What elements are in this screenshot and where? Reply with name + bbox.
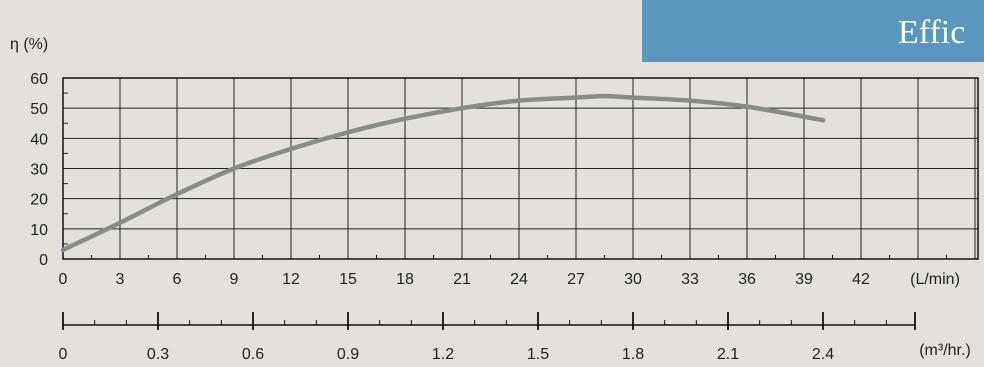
x-tick-label: 36	[738, 271, 756, 288]
efficiency-curve	[60, 93, 826, 253]
x2-tick-label: 1.8	[622, 346, 644, 363]
y-tick-label: 0	[39, 252, 48, 269]
x-tick-label: 15	[339, 271, 357, 288]
y-tick-label: 20	[30, 192, 48, 209]
x-tick-label: 0	[59, 271, 68, 288]
x2-tick-label: 0.3	[147, 346, 169, 363]
x2-axis-label: (m³/hr.)	[919, 342, 971, 359]
y-tick-label: 30	[30, 162, 48, 179]
x-tick-label: 18	[396, 271, 414, 288]
x2-tick-label: 2.1	[717, 346, 739, 363]
x-axis-label: (L/min)	[910, 271, 960, 288]
title-banner: Effic	[642, 0, 984, 62]
x2-tick-label: 0.9	[337, 346, 359, 363]
x-tick-label: 9	[230, 271, 239, 288]
x-tick-label: 12	[282, 271, 300, 288]
x-tick-label: 6	[173, 271, 182, 288]
x2-tick-label: 0.6	[242, 346, 264, 363]
y-axis-label: η (%)	[10, 36, 49, 53]
y-tick-label: 60	[30, 71, 48, 88]
x-tick-label: 30	[624, 271, 642, 288]
y-tick-label: 40	[30, 131, 48, 148]
y-tick-label: 50	[30, 101, 48, 118]
x2-tick-label: 0	[59, 346, 68, 363]
x-tick-label: 39	[795, 271, 813, 288]
x-tick-label: 27	[567, 271, 585, 288]
x2-tick-label: 2.4	[812, 346, 834, 363]
x-tick-label: 42	[852, 271, 870, 288]
x-tick-label: 3	[116, 271, 125, 288]
x2-tick-label: 1.2	[432, 346, 454, 363]
y-tick-label: 10	[30, 222, 48, 239]
x-tick-label: 24	[510, 271, 528, 288]
x-tick-label: 21	[453, 271, 471, 288]
x-tick-label: 33	[681, 271, 699, 288]
x2-tick-label: 1.5	[527, 346, 549, 363]
banner-title: Effic	[898, 14, 966, 51]
plot-frame	[62, 77, 979, 260]
